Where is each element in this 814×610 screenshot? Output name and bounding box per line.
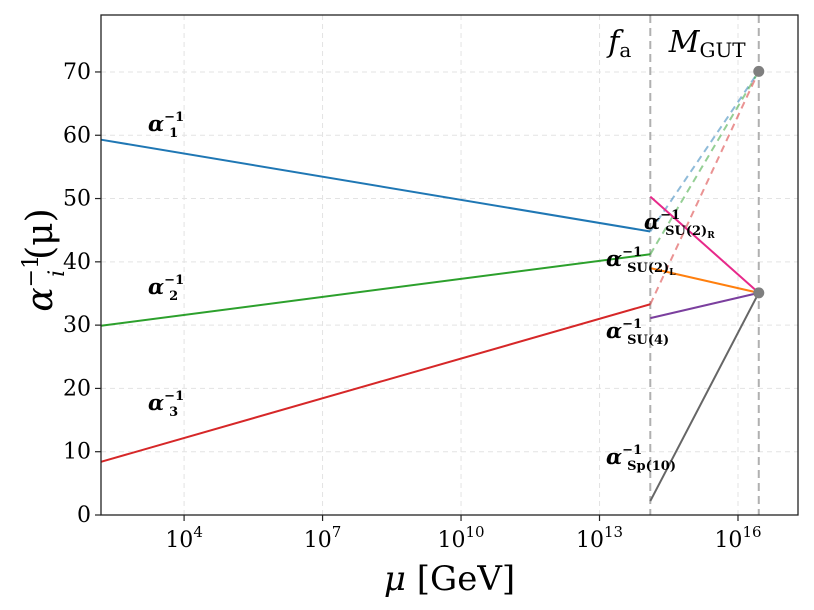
- marker-label-fa: fa: [606, 25, 631, 62]
- series-label-alpha-su2r: α−1 SU(2)R: [644, 208, 715, 241]
- series-line-alpha-su2r: [649, 195, 760, 294]
- series-line-alpha-su2l: [650, 267, 759, 294]
- x-tick-label: 104: [165, 523, 203, 553]
- point-unification-upper: [753, 65, 765, 77]
- series-label-alpha-su2l: α−1 SU(2)L: [606, 245, 676, 278]
- y-tick-label: 70: [63, 60, 91, 85]
- y-tick-label: 60: [63, 123, 91, 148]
- x-tick-label: 107: [304, 523, 342, 553]
- series-label-alpha3: α−1 3: [148, 389, 184, 420]
- series-line-alpha-su4: [650, 291, 759, 320]
- series-line-alpha-sp10: [649, 292, 760, 502]
- plot-frame: [100, 14, 799, 516]
- series-line-alpha1: [100, 138, 651, 233]
- axis-labels: μ [GeV] α−1i(μ): [19, 208, 515, 599]
- y-tick-label: 30: [63, 313, 91, 338]
- ticks: 104 107 1010 1013 1016 0 10 20 30 40 50 60 70: [63, 60, 762, 553]
- series-line-alpha2: [100, 253, 651, 327]
- series-line-alpha3: [100, 303, 651, 463]
- y-tick-label: 10: [63, 440, 91, 465]
- series-label-alpha-su4: α−1 SU(4): [606, 317, 669, 348]
- y-tick-label: 40: [63, 250, 91, 275]
- y-tick-label: 0: [77, 503, 91, 528]
- marker-label-mgut: MGUT: [668, 25, 747, 62]
- y-tick-label: 50: [63, 187, 91, 212]
- vertical-markers: [649, 15, 760, 515]
- series-label-alpha-sp10: α−1 Sp(10): [606, 443, 676, 474]
- series-line-alpha3-ext: [649, 70, 760, 305]
- x-tick-label: 1010: [437, 523, 484, 553]
- y-tick-label: 20: [63, 376, 91, 401]
- series-label-alpha1: α−1 1: [148, 110, 184, 141]
- series-label-alpha2: α−1 2: [148, 273, 184, 304]
- point-unification-lower: [753, 287, 765, 299]
- x-tick-label: 1016: [714, 523, 761, 553]
- x-tick-label: 1013: [576, 523, 623, 553]
- unification-points: [753, 65, 765, 299]
- series-line-alpha1-ext: [649, 70, 760, 233]
- x-axis-label: μ [GeV]: [384, 559, 515, 599]
- y-axis-label: α−1i(μ): [19, 208, 70, 311]
- series: [100, 70, 760, 502]
- series-labels: fa MGUT α−1 1 α−1 2 α−1 3 α−1 SU(2)R α−1 SU(2)L α−1 S…: [148, 25, 746, 474]
- grid: [101, 15, 798, 516]
